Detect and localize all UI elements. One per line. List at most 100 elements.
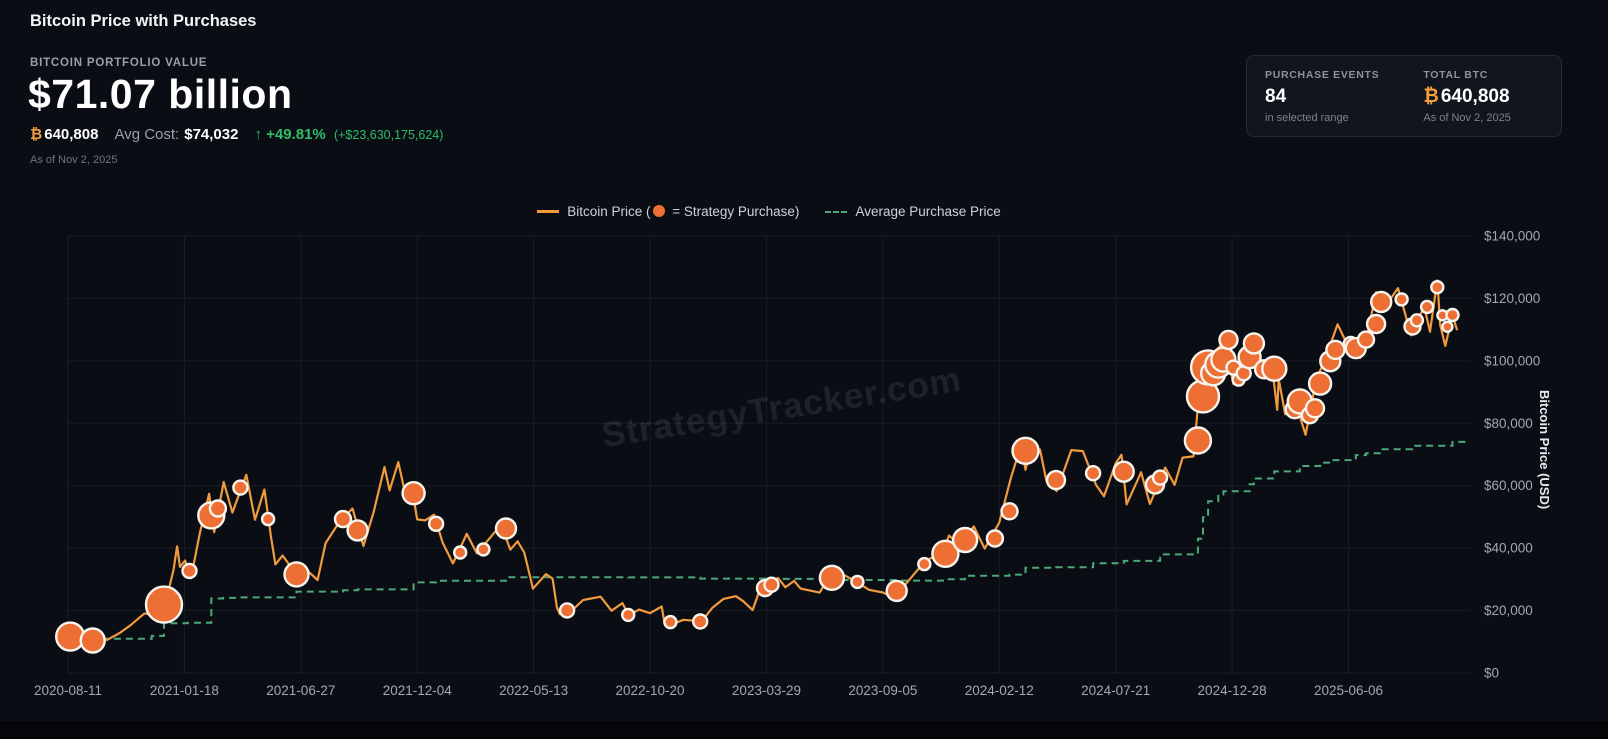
purchase-marker[interactable] — [1304, 398, 1326, 419]
purchase-marker[interactable] — [232, 479, 249, 496]
gain-summary: ↑ +49.81% (+$23,630,175,624) — [254, 126, 443, 143]
purchase-marker[interactable] — [692, 613, 709, 630]
purchase-marker[interactable] — [346, 519, 369, 542]
purchase-marker[interactable] — [79, 627, 106, 654]
purchase-marker[interactable] — [763, 576, 780, 593]
stat-label: TOTAL BTC — [1423, 69, 1488, 81]
total-btc-amount: 640,808 — [1440, 86, 1510, 107]
portfolio-meta-row: ₿ 640,808 Avg Cost: $74,032 ↑ +49.81% (+$2… — [30, 126, 443, 143]
y-axis-tick-label: $120,000 — [1484, 291, 1540, 306]
stats-card: PURCHASE EVENTS 84 in selected range TOT… — [1246, 55, 1562, 137]
legend-item-bitcoin-price[interactable]: Bitcoin Price ( = Strategy Purchase) — [537, 204, 799, 219]
stat-total-btc: TOTAL BTC ₿ 640,808 As of Nov 2, 2025 — [1423, 69, 1510, 124]
purchase-marker[interactable] — [1045, 469, 1067, 491]
purchase-marker[interactable] — [621, 607, 636, 623]
purchase-marker[interactable] — [663, 614, 678, 630]
legend-label: Average Purchase Price — [855, 204, 1001, 219]
btc-symbol: ₿ — [1423, 86, 1439, 107]
purchase-marker[interactable] — [1356, 330, 1376, 349]
btc-amount: 640,808 — [44, 126, 99, 143]
purchase-marker[interactable] — [260, 511, 276, 527]
purchase-marker[interactable] — [1365, 313, 1387, 335]
purchase-marker[interactable] — [985, 529, 1005, 548]
purchase-marker[interactable] — [1183, 426, 1213, 455]
purchase-marker[interactable] — [208, 499, 228, 518]
purchase-marker[interactable] — [54, 621, 86, 652]
purchase-marker[interactable] — [1445, 307, 1460, 323]
y-axis-tick-label: $60,000 — [1484, 478, 1533, 493]
x-axis-tick-label: 2024-07-21 — [1081, 683, 1150, 698]
purchase-marker[interactable] — [494, 517, 518, 540]
x-axis-tick-label: 2024-02-12 — [965, 683, 1034, 698]
purchase-marker[interactable] — [1307, 371, 1333, 396]
purchase-marker[interactable] — [1430, 280, 1445, 295]
purchase-marker[interactable] — [558, 602, 576, 619]
purchase-marker[interactable] — [1419, 299, 1435, 315]
y-axis-tick-label: $40,000 — [1484, 541, 1533, 556]
gain-absolute: (+$23,630,175,624) — [333, 128, 444, 142]
x-axis-tick-label: 2022-10-20 — [616, 683, 685, 698]
purchase-marker[interactable] — [1441, 320, 1454, 333]
purchase-marker[interactable] — [1394, 292, 1409, 307]
x-axis-tick-label: 2023-09-05 — [848, 683, 917, 698]
portfolio-value: $71.07 billion — [28, 71, 293, 117]
y-axis-tick-label: $0 — [1484, 666, 1499, 681]
purchase-marker[interactable] — [1112, 460, 1135, 483]
avg-line-swatch — [825, 210, 848, 213]
stat-value: ₿ 640,808 — [1423, 86, 1510, 108]
purchase-marker[interactable] — [1409, 313, 1425, 328]
purchase-marker[interactable] — [476, 542, 491, 557]
purchase-marker[interactable] — [181, 562, 198, 580]
purchase-marker[interactable] — [850, 574, 865, 590]
purchase-marker[interactable] — [1011, 436, 1040, 465]
avg-cost-label: Avg Cost: — [114, 126, 180, 143]
purchase-marker[interactable] — [1218, 329, 1239, 351]
purchase-marker[interactable] — [427, 515, 445, 532]
purchase-marker[interactable] — [283, 561, 310, 588]
average-purchase-price-line — [68, 440, 1470, 640]
legend-label: Bitcoin Price ( = Strategy Purchase) — [567, 204, 800, 219]
purchase-marker[interactable] — [1242, 332, 1266, 355]
purchase-dot-icon — [653, 205, 666, 217]
btc-holdings: ₿ 640,808 — [30, 126, 98, 143]
as-of-date: As of Nov 2, 2025 — [30, 154, 118, 166]
purchase-marker[interactable] — [144, 585, 184, 624]
purchase-marker[interactable] — [401, 481, 426, 506]
y-axis-tick-label: $80,000 — [1484, 416, 1533, 431]
stat-subtext: in selected range — [1265, 112, 1349, 124]
purchase-marker[interactable] — [1261, 355, 1288, 382]
x-axis-tick-label: 2021-12-04 — [383, 683, 453, 698]
avg-cost: Avg Cost: $74,032 — [114, 126, 238, 143]
y-axis-tick-label: $20,000 — [1484, 603, 1533, 618]
purchase-marker[interactable] — [1369, 290, 1393, 314]
y-axis-title: Bitcoin Price (USD) — [1537, 390, 1552, 510]
x-axis-tick-label: 2025-06-06 — [1314, 683, 1383, 698]
x-axis-tick-label: 2020-08-11 — [34, 683, 102, 698]
purchase-marker[interactable] — [1325, 339, 1346, 361]
x-axis-tick-label: 2024-12-28 — [1198, 683, 1267, 698]
purchase-marker[interactable] — [453, 545, 468, 560]
x-axis-tick-label: 2022-05-13 — [499, 683, 568, 698]
price-line-swatch — [537, 210, 560, 213]
purchase-marker[interactable] — [1000, 502, 1019, 521]
purchase-marker[interactable] — [917, 556, 932, 572]
y-axis-tick-label: $100,000 — [1484, 353, 1540, 368]
page-title: Bitcoin Price with Purchases — [30, 12, 257, 30]
stat-label: PURCHASE EVENTS — [1265, 69, 1380, 81]
y-axis-tick-label: $140,000 — [1484, 229, 1540, 244]
stat-purchase-events: PURCHASE EVENTS 84 in selected range — [1265, 69, 1380, 124]
purchase-marker[interactable] — [885, 579, 908, 603]
avg-cost-value: $74,032 — [184, 126, 239, 143]
purchase-marker[interactable] — [951, 526, 979, 554]
purchase-marker[interactable] — [333, 509, 353, 529]
purchase-marker[interactable] — [1084, 465, 1102, 482]
legend-item-average-price[interactable]: Average Purchase Price — [825, 204, 1001, 219]
purchase-marker[interactable] — [1151, 469, 1169, 486]
chart-legend: Bitcoin Price ( = Strategy Purchase) Ave… — [68, 204, 1470, 219]
bottom-bar — [0, 721, 1608, 739]
x-axis-tick-label: 2023-03-29 — [732, 683, 801, 698]
gain-percent: +49.81% — [266, 126, 326, 143]
purchase-marker[interactable] — [818, 564, 846, 591]
purchase-marker[interactable] — [931, 539, 960, 568]
